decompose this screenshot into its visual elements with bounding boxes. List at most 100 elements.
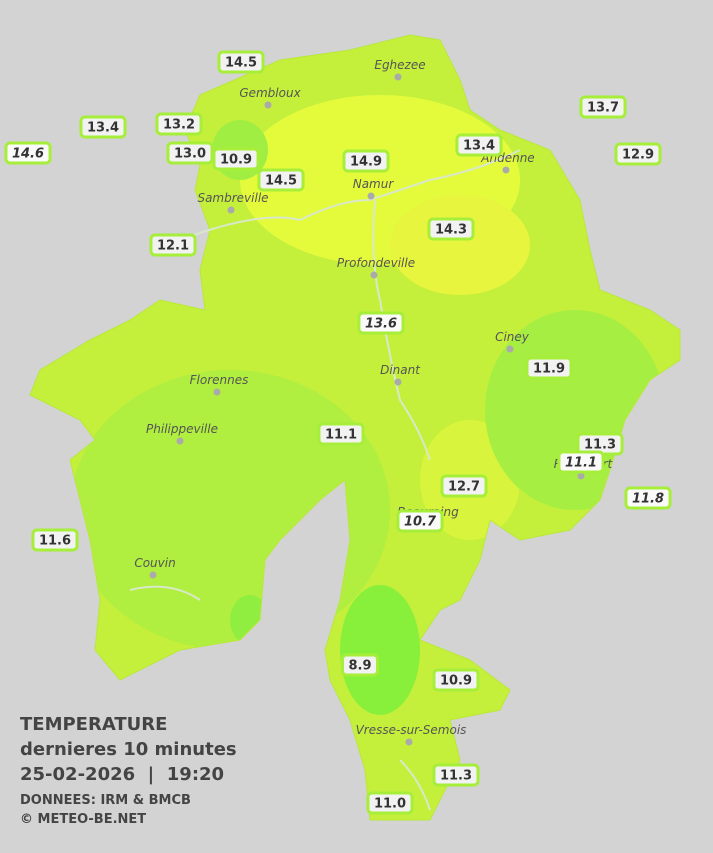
city-dot xyxy=(394,73,402,81)
station: 13.6 xyxy=(357,311,405,335)
station-value: 14.5 xyxy=(265,174,297,189)
station-box xyxy=(440,474,488,498)
city-label: Florennes xyxy=(190,373,249,387)
city-label: Sambreville xyxy=(197,191,268,205)
city-dot xyxy=(176,437,184,445)
city-label: Dinant xyxy=(380,363,421,377)
station-box xyxy=(396,509,444,533)
city-dot xyxy=(502,166,510,174)
station-value: 13.6 xyxy=(365,317,397,332)
station-value: 11.3 xyxy=(440,769,472,784)
station-value: 13.7 xyxy=(587,101,619,116)
station-value: 12.9 xyxy=(622,148,654,163)
station-box xyxy=(427,217,475,241)
station-value: 10.7 xyxy=(404,515,437,530)
station: 10.9 xyxy=(432,668,480,692)
station-box xyxy=(340,653,380,677)
legend-datetime: 25-02-2026 | 19:20 xyxy=(20,764,224,785)
station-box xyxy=(212,147,260,171)
station-box xyxy=(624,486,672,510)
station-box xyxy=(614,142,662,166)
city-label: Philippeville xyxy=(146,422,218,436)
station-box xyxy=(155,112,203,136)
station-value: 11.1 xyxy=(325,428,357,443)
station-value: 13.4 xyxy=(463,139,495,154)
legend-source: DONNEES: IRM & BMCB xyxy=(20,793,191,808)
station-box xyxy=(525,356,573,380)
city-dot xyxy=(506,345,514,353)
city-label: Vresse-sur-Semois xyxy=(356,723,467,737)
city-label: Profondeville xyxy=(337,256,415,270)
station: 13.7 xyxy=(579,95,627,119)
station-value: 14.9 xyxy=(350,155,382,170)
station: 11.1 xyxy=(317,422,365,446)
station-box xyxy=(432,668,480,692)
station-value: 10.9 xyxy=(220,153,252,168)
station-value: 11.0 xyxy=(374,797,406,812)
station-box xyxy=(317,422,365,446)
station: 8.9 xyxy=(340,653,380,677)
city-dot xyxy=(213,388,221,396)
station: 11.6 xyxy=(31,528,79,552)
station-value: 10.9 xyxy=(440,674,472,689)
city-label: Gembloux xyxy=(239,86,301,100)
city-dot xyxy=(577,472,585,480)
station: 11.9 xyxy=(525,356,573,380)
station-value: 11.3 xyxy=(584,438,616,453)
city-dot xyxy=(405,738,413,746)
station: 13.4 xyxy=(79,115,127,139)
station: 13.0 xyxy=(166,141,214,165)
station-value: 8.9 xyxy=(348,659,371,674)
station-box xyxy=(217,50,265,74)
legend-copyright: © METEO-BE.NET xyxy=(20,812,146,827)
station: 14.3 xyxy=(427,217,475,241)
station-value: 13.2 xyxy=(163,118,195,133)
station-box xyxy=(357,311,405,335)
station-value: 14.5 xyxy=(225,56,257,71)
station-box xyxy=(366,791,414,815)
station: 11.1 xyxy=(557,450,605,474)
station-value: 13.0 xyxy=(174,147,206,162)
station: 11.3 xyxy=(432,763,480,787)
station: 10.7 xyxy=(396,509,444,533)
station: 14.6 xyxy=(4,141,52,165)
station-box xyxy=(432,763,480,787)
station-box xyxy=(31,528,79,552)
city-dot xyxy=(394,378,402,386)
station: 11.8 xyxy=(624,486,672,510)
station: 13.4 xyxy=(455,133,503,157)
city-dot xyxy=(149,571,157,579)
station: 10.9 xyxy=(212,147,260,171)
station: 11.3 xyxy=(576,432,624,456)
station-box xyxy=(79,115,127,139)
legend-subtitle: dernieres 10 minutes xyxy=(20,739,237,760)
river xyxy=(129,149,521,811)
station-value: 12.7 xyxy=(448,480,480,495)
station: 14.5 xyxy=(257,168,305,192)
city-dot xyxy=(227,206,235,214)
city-label: Couvin xyxy=(134,556,175,570)
station-box xyxy=(342,149,390,173)
station-box xyxy=(149,233,197,257)
city-label: Eghezee xyxy=(374,58,425,72)
city-dot xyxy=(370,271,378,279)
city-label: Namur xyxy=(353,177,395,191)
station: 12.7 xyxy=(440,474,488,498)
station: 11.0 xyxy=(366,791,414,815)
station-value: 14.6 xyxy=(12,147,44,162)
station-value: 11.9 xyxy=(533,362,565,377)
station-box xyxy=(166,141,214,165)
station: 14.9 xyxy=(342,149,390,173)
station: 12.9 xyxy=(614,142,662,166)
city-dot xyxy=(367,192,375,200)
station: 14.5 xyxy=(217,50,265,74)
station-value: 11.6 xyxy=(39,534,71,549)
station-box xyxy=(4,141,52,165)
station: 13.2 xyxy=(155,112,203,136)
station-box xyxy=(557,450,605,474)
station-value: 13.4 xyxy=(87,121,119,136)
station-box xyxy=(579,95,627,119)
station-box xyxy=(257,168,305,192)
station: 12.1 xyxy=(149,233,197,257)
